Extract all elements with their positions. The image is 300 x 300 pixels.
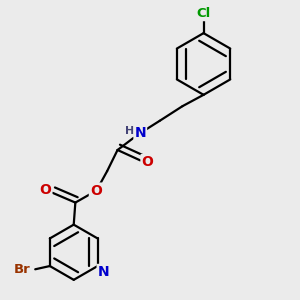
- Text: N: N: [98, 265, 109, 279]
- Text: Br: Br: [14, 263, 31, 276]
- Text: O: O: [40, 183, 51, 197]
- Text: O: O: [90, 184, 102, 198]
- Text: O: O: [142, 155, 153, 169]
- Text: H: H: [125, 126, 134, 136]
- Text: Cl: Cl: [196, 7, 211, 20]
- Text: N: N: [134, 126, 146, 140]
